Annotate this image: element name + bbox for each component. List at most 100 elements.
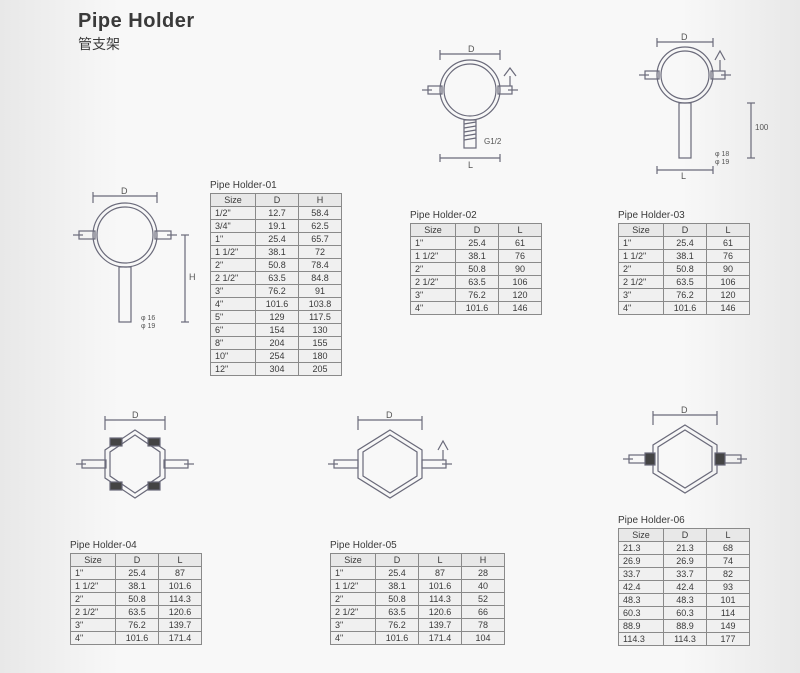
dim-label-l: L (681, 171, 686, 180)
table-row: 1 1/2"38.172 (211, 246, 342, 259)
table-row: 1/2"12.758.4 (211, 207, 342, 220)
table-cell: 62.5 (299, 220, 342, 233)
spec-table: SizeDL1"25.4871 1/2"38.1101.62"50.8114.3… (70, 553, 202, 645)
dim-label-d: D (132, 410, 139, 420)
column-header: L (159, 554, 202, 567)
table-row: 4"101.6171.4104 (331, 632, 505, 645)
table-cell: 65.7 (299, 233, 342, 246)
table-cell: 8" (211, 337, 256, 350)
table-row: 2 1/2"63.584.8 (211, 272, 342, 285)
table-cell: 10" (211, 350, 256, 363)
table-cell: 130 (299, 324, 342, 337)
column-header: D (116, 554, 159, 567)
column-header: D (456, 224, 499, 237)
table-cell: 154 (256, 324, 299, 337)
table-cell: 4" (411, 302, 456, 315)
diagram-holder-04: D (70, 410, 200, 510)
table-row: 42.442.493 (619, 581, 750, 594)
table-cell: 106 (707, 276, 750, 289)
table-cell: 25.4 (116, 567, 159, 580)
table-row: 2 1/2"63.5120.6 (71, 606, 202, 619)
table-cell: 171.4 (419, 632, 462, 645)
column-header: Size (411, 224, 456, 237)
table-cell: 76.2 (456, 289, 499, 302)
table-cell: 4" (71, 632, 116, 645)
table-cell: 72 (299, 246, 342, 259)
table-cell: 129 (256, 311, 299, 324)
table-cell: 146 (707, 302, 750, 315)
table-cell: 76.2 (256, 285, 299, 298)
table-row: 1"25.487 (71, 567, 202, 580)
table-row: 3"76.291 (211, 285, 342, 298)
table-cell: 50.8 (376, 593, 419, 606)
table-cell: 88.9 (619, 620, 664, 633)
table-cell: 68 (707, 542, 750, 555)
dim-label-phi1: φ 16 (141, 315, 155, 322)
table-title: Pipe Holder-01 (210, 180, 342, 191)
table-cell: 12" (211, 363, 256, 376)
table-cell: 60.3 (619, 607, 664, 620)
table-cell: 114.3 (159, 593, 202, 606)
table-row: 1"25.461 (411, 237, 542, 250)
table-cell: 63.5 (116, 606, 159, 619)
table-cell: 4" (211, 298, 256, 311)
table-cell: 1 1/2" (211, 246, 256, 259)
table-cell: 50.8 (664, 263, 707, 276)
table-title: Pipe Holder-04 (70, 540, 202, 551)
table-cell: 25.4 (376, 567, 419, 580)
table-cell: 42.4 (664, 581, 707, 594)
table-cell: 101.6 (159, 580, 202, 593)
table-row: 48.348.3101 (619, 594, 750, 607)
table-cell: 120.6 (159, 606, 202, 619)
table-cell: 2 1/2" (619, 276, 664, 289)
table-row: 4"101.6171.4 (71, 632, 202, 645)
table-cell: 40 (462, 580, 505, 593)
table-cell: 50.8 (456, 263, 499, 276)
table-cell: 3/4" (211, 220, 256, 233)
dim-label-g: G1/2 (484, 137, 502, 146)
table-cell: 74 (707, 555, 750, 568)
table-cell: 76.2 (664, 289, 707, 302)
table-cell: 1/2" (211, 207, 256, 220)
table-row: 5"129117.5 (211, 311, 342, 324)
table-cell: 1" (619, 237, 664, 250)
table-row: 1"25.461 (619, 237, 750, 250)
table-cell: 21.3 (619, 542, 664, 555)
table-row: 3"76.2120 (619, 289, 750, 302)
table-row: 2 1/2"63.5106 (619, 276, 750, 289)
table-row: 3"76.2139.778 (331, 619, 505, 632)
table-holder-06: Pipe Holder-06 SizeDL21.321.36826.926.97… (618, 515, 750, 646)
table-cell: 101.6 (419, 580, 462, 593)
table-cell: 52 (462, 593, 505, 606)
table-cell: 2 1/2" (411, 276, 456, 289)
table-cell: 33.7 (664, 568, 707, 581)
table-row: 1 1/2"38.1101.6 (71, 580, 202, 593)
table-cell: 28 (462, 567, 505, 580)
table-cell: 63.5 (456, 276, 499, 289)
table-cell: 1 1/2" (331, 580, 376, 593)
table-row: 1 1/2"38.1101.640 (331, 580, 505, 593)
table-cell: 120.6 (419, 606, 462, 619)
table-cell: 204 (256, 337, 299, 350)
table-cell: 87 (159, 567, 202, 580)
table-cell: 114.3 (419, 593, 462, 606)
column-header: D (376, 554, 419, 567)
table-row: 33.733.782 (619, 568, 750, 581)
table-cell: 114.3 (664, 633, 707, 646)
table-cell: 205 (299, 363, 342, 376)
table-cell: 61 (499, 237, 542, 250)
table-cell: 38.1 (376, 580, 419, 593)
dim-label-phi2: φ 19 (141, 323, 155, 330)
table-cell: 101.6 (116, 632, 159, 645)
table-cell: 66 (462, 606, 505, 619)
table-row: 1 1/2"38.176 (411, 250, 542, 263)
column-header: L (707, 529, 750, 542)
table-cell: 88.9 (664, 620, 707, 633)
table-cell: 50.8 (116, 593, 159, 606)
table-cell: 120 (707, 289, 750, 302)
table-row: 2"50.8114.352 (331, 593, 505, 606)
table-cell: 146 (499, 302, 542, 315)
table-row: 6"154130 (211, 324, 342, 337)
table-cell: 2" (411, 263, 456, 276)
diagram-holder-06: D (615, 405, 765, 505)
